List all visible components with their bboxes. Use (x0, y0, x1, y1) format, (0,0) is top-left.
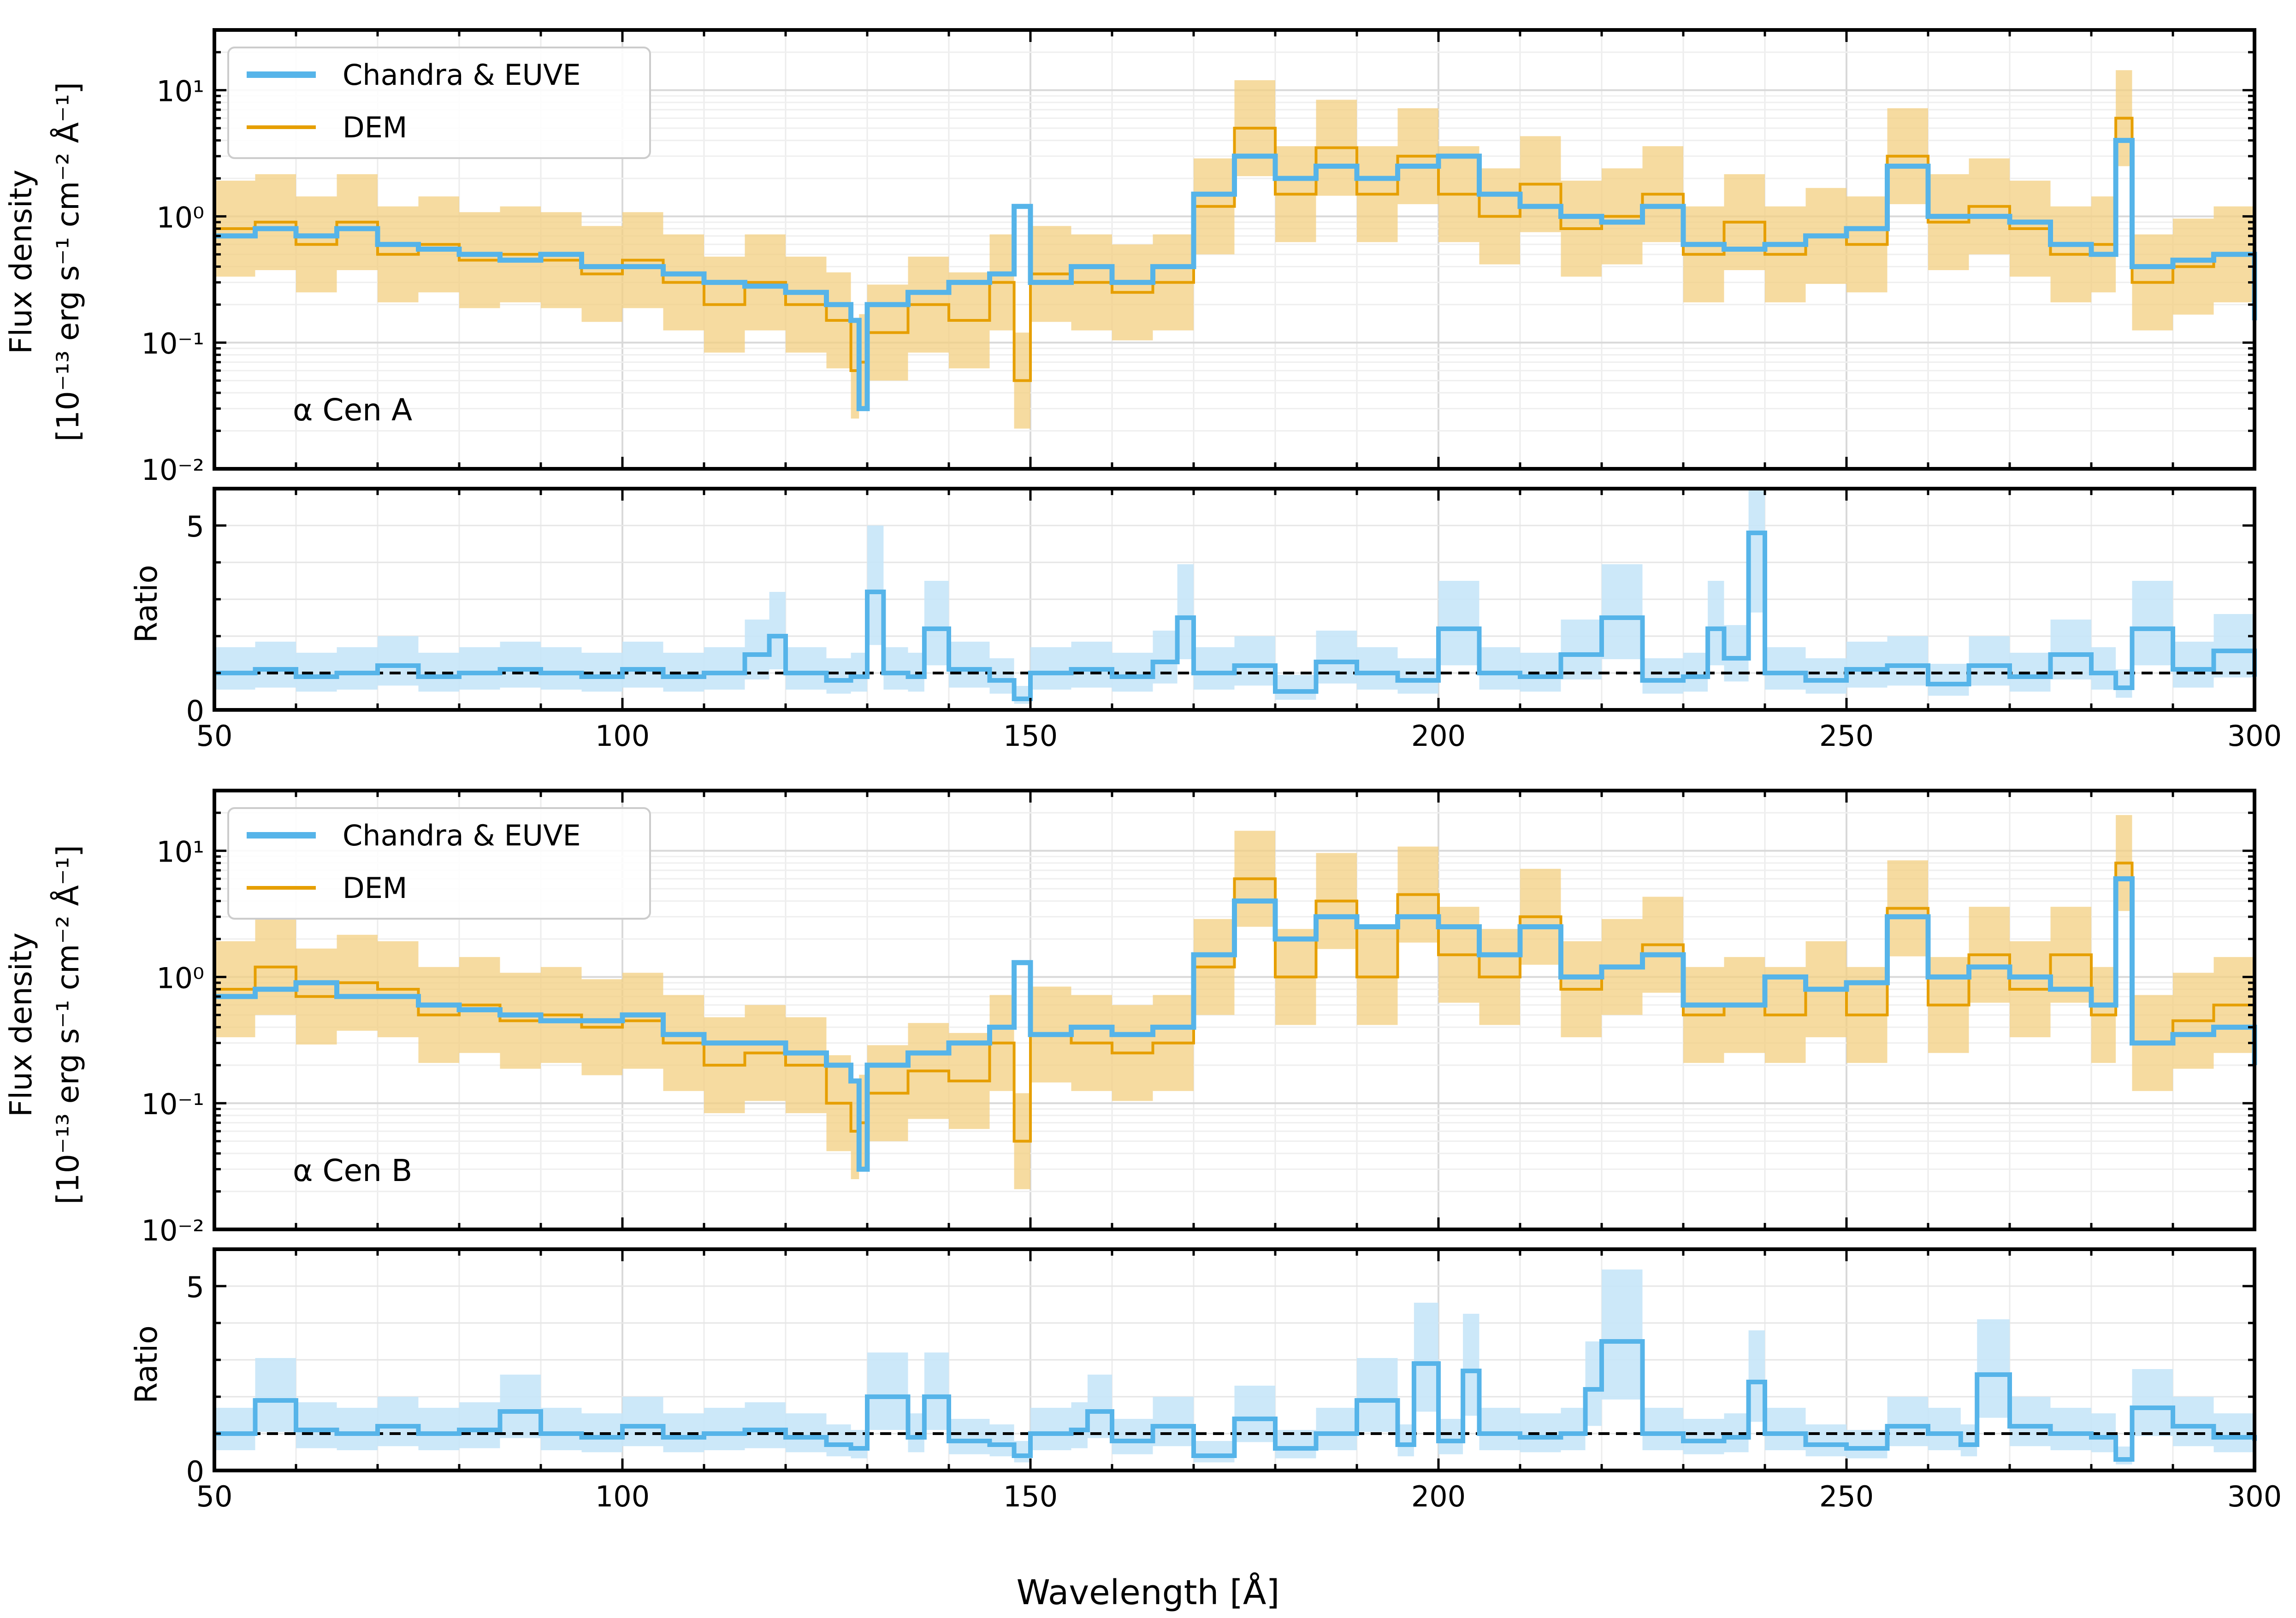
legend-label-model: DEM (343, 871, 407, 905)
y-tick-label: 10⁻¹ (142, 327, 204, 360)
ratio-ylabel-a: Ratio (129, 565, 164, 643)
legend-label-observed: Chandra & EUVE (343, 58, 581, 92)
y-tick-label: 10¹ (156, 835, 204, 869)
panel-alpha-cen-a-flux: 10⁻² 10⁻¹ 10⁰ 10¹ α Cen A Chandra & EUVE DE… (142, 28, 2257, 487)
x-tick-label: 200 (1411, 1480, 1466, 1513)
x-tick-label: 250 (1819, 1480, 1874, 1513)
y-tick-label: 10⁻¹ (142, 1087, 204, 1121)
panel-alpha-cen-b-flux: 10⁻² 10⁻¹ 10⁰ 10¹ α Cen B Chandra & EUVE DE… (142, 789, 2257, 1247)
x-tick-label: 300 (2227, 1480, 2282, 1513)
x-tick-label: 50 (196, 719, 233, 753)
flux-ylabel-b-line2: [10⁻¹³ erg s⁻¹ cm⁻² Å⁻¹] (50, 845, 86, 1205)
panel-ticks: 50 100 150 200 250 300 0 5 (186, 1248, 2282, 1513)
x-axis-label: Wavelength [Å] (1017, 1572, 1280, 1612)
panel-alpha-cen-b-ratio: 50 100 150 200 250 300 0 5 (186, 1247, 2282, 1513)
legend-box (227, 807, 651, 920)
model-uncertainty-band (214, 815, 2255, 1189)
x-tick-label: 150 (1003, 719, 1058, 753)
y-tick-label: 10⁻² (142, 1214, 204, 1247)
chandra-euve-line (214, 138, 2257, 411)
ratio-line (214, 531, 2257, 701)
legend: Chandra & EUVE DEM (227, 47, 651, 159)
plot-frame (213, 487, 2256, 712)
star-annotation: α Cen B (293, 1153, 412, 1188)
legend-label-model: DEM (343, 111, 407, 144)
flux-ylabel-a-line1: Flux density (3, 170, 39, 354)
legend: Chandra & EUVE DEM (227, 807, 651, 920)
y-tick-label: 10¹ (156, 75, 204, 108)
ratio-uncertainty-band (214, 489, 2255, 704)
x-tick-label: 300 (2227, 719, 2282, 753)
y-tick-label: 10⁰ (156, 201, 204, 234)
y-tick-label: 5 (186, 1270, 204, 1304)
model-uncertainty-band (214, 70, 2255, 429)
plot-frame (213, 28, 2256, 471)
x-tick-label: 50 (196, 1480, 233, 1513)
star-annotation: α Cen A (293, 392, 412, 428)
legend-label-observed: Chandra & EUVE (343, 819, 581, 852)
x-tick-label: 250 (1819, 719, 1874, 753)
plot-frame (213, 1247, 2256, 1472)
x-tick-label: 200 (1411, 719, 1466, 753)
ratio-ylabel-b: Ratio (129, 1325, 164, 1403)
y-tick-label: 0 (186, 1455, 204, 1488)
panel-alpha-cen-a-ratio: 50 100 150 200 250 300 0 5 (186, 487, 2282, 753)
y-tick-label: 0 (186, 694, 204, 728)
x-tick-label: 100 (595, 719, 650, 753)
y-tick-label: 5 (186, 510, 204, 543)
x-tick-label: 150 (1003, 1480, 1058, 1513)
flux-ylabel-b-line1: Flux density (3, 933, 39, 1117)
plot-frame (213, 789, 2256, 1231)
ratio-line (214, 1339, 2257, 1462)
legend-box (227, 47, 651, 159)
x-tick-label: 100 (595, 1480, 650, 1513)
y-tick-label: 10⁻² (142, 453, 204, 487)
chandra-euve-line (214, 876, 2257, 1172)
flux-ylabel-a-line2: [10⁻¹³ erg s⁻¹ cm⁻² Å⁻¹] (50, 82, 86, 442)
y-tick-label: 10⁰ (156, 961, 204, 995)
ratio-uncertainty-band (214, 1270, 2255, 1464)
